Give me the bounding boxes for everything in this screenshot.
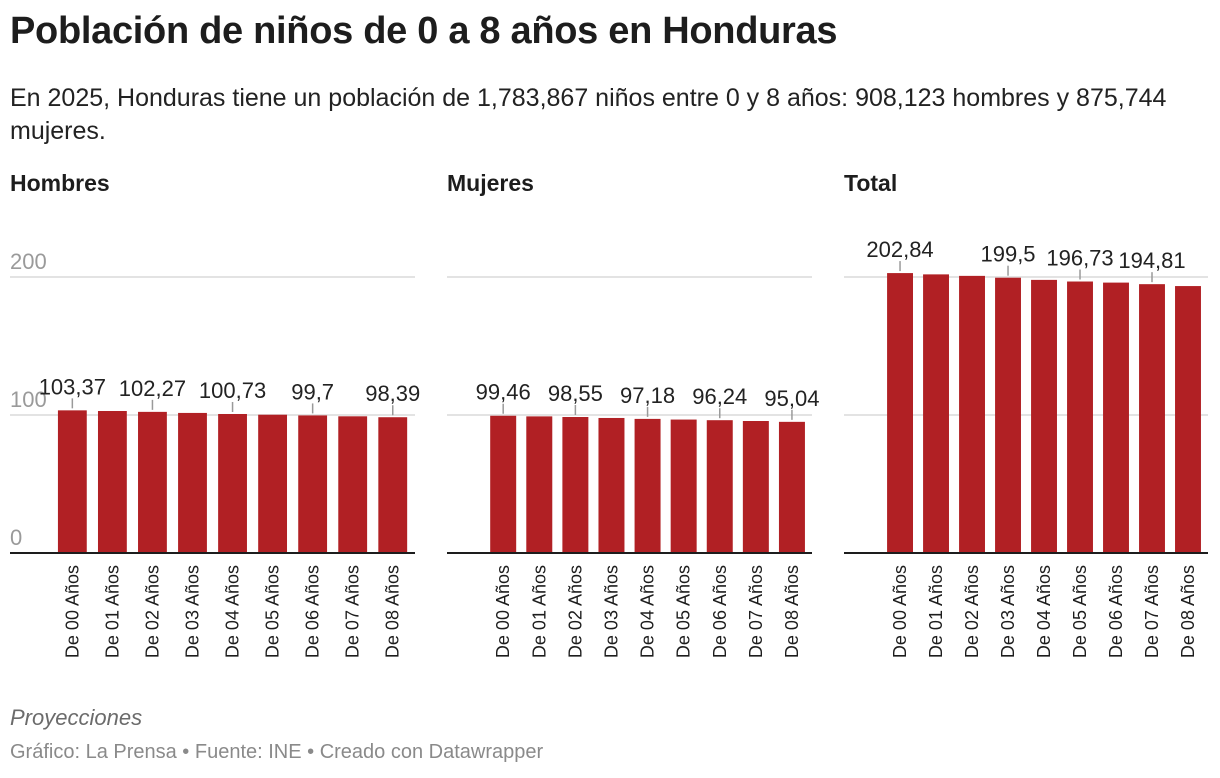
bar <box>887 273 913 553</box>
bar <box>742 421 769 553</box>
y-tick-label: 0 <box>10 525 22 550</box>
category-label: De 02 Años <box>565 565 585 658</box>
category-label: De 03 Años <box>601 565 621 658</box>
bar <box>490 415 517 553</box>
bar <box>338 416 368 553</box>
category-label: De 03 Años <box>182 565 202 658</box>
category-label: De 08 Años <box>1178 565 1198 658</box>
bar <box>258 414 288 553</box>
bar <box>778 421 805 553</box>
bar <box>959 275 985 553</box>
category-label: De 05 Años <box>263 565 283 658</box>
bar <box>706 420 733 553</box>
category-label: De 00 Años <box>62 565 82 658</box>
category-label: De 08 Años <box>782 565 802 658</box>
bar <box>178 412 207 553</box>
category-label: De 04 Años <box>223 565 243 658</box>
data-label: 100,73 <box>199 378 266 403</box>
category-label: De 03 Años <box>998 565 1018 658</box>
category-label: De 02 Años <box>142 565 162 658</box>
data-label: 97,18 <box>620 383 675 408</box>
panel-title: Hombres <box>10 170 110 196</box>
chart-title: Población de niños de 0 a 8 años en Hond… <box>10 10 838 52</box>
data-label: 196,73 <box>1046 246 1113 271</box>
panel-title: Mujeres <box>447 170 534 196</box>
data-label: 202,84 <box>866 237 933 262</box>
data-label: 98,39 <box>365 381 420 406</box>
bar <box>97 410 127 553</box>
category-label: De 07 Años <box>746 565 766 658</box>
data-label: 99,7 <box>291 379 334 404</box>
data-label: 199,5 <box>980 242 1035 267</box>
category-label: De 07 Años <box>1142 565 1162 658</box>
category-label: De 04 Años <box>1034 565 1054 658</box>
data-label: 98,55 <box>548 381 603 406</box>
bar <box>526 416 553 553</box>
bar <box>138 411 167 553</box>
bar <box>57 410 87 553</box>
bar <box>1031 279 1057 553</box>
bar <box>995 277 1021 553</box>
category-label: De 05 Años <box>674 565 694 658</box>
data-label: 95,04 <box>764 386 819 411</box>
y-tick-label: 100 <box>10 387 47 412</box>
category-label: De 01 Años <box>926 565 946 658</box>
panel-title: Total <box>844 170 897 196</box>
bar <box>378 417 408 553</box>
category-label: De 00 Años <box>493 565 513 658</box>
data-label: 96,24 <box>692 384 747 409</box>
category-label: De 06 Años <box>1106 565 1126 658</box>
category-label: De 04 Años <box>638 565 658 658</box>
bar <box>634 418 661 553</box>
category-label: De 01 Años <box>102 565 122 658</box>
data-label: 102,27 <box>119 376 186 401</box>
category-label: De 06 Años <box>710 565 730 658</box>
chart-notes: Proyecciones <box>10 705 143 730</box>
category-label: De 02 Años <box>962 565 982 658</box>
bar <box>1139 284 1165 553</box>
data-label: 99,46 <box>476 380 531 405</box>
category-label: De 05 Años <box>1070 565 1090 658</box>
bar <box>1175 286 1201 553</box>
bar <box>1067 281 1093 553</box>
bar-charts-svg: Hombres 0 100 200 De 00 Años 103,37 De 01 Años… <box>10 170 1208 658</box>
bar <box>218 413 247 553</box>
category-label: De 00 Años <box>890 565 910 658</box>
category-label: De 08 Años <box>383 565 403 658</box>
bar <box>923 274 949 553</box>
data-label: 194,81 <box>1118 248 1185 273</box>
category-label: De 01 Años <box>529 565 549 658</box>
category-label: De 06 Años <box>303 565 323 658</box>
category-label: De 07 Años <box>343 565 363 658</box>
bar <box>298 415 328 553</box>
chart-subtitle: En 2025, Honduras tiene un población de … <box>10 84 1167 145</box>
bar <box>670 419 697 553</box>
bar <box>598 417 625 553</box>
bar <box>1103 282 1129 553</box>
y-tick-label: 200 <box>10 249 47 274</box>
bar <box>562 417 589 553</box>
small-multiples: Hombres 0 100 200 De 00 Años 103,37 De 01 Años… <box>0 160 1220 680</box>
chart-footer: Gráfico: La Prensa • Fuente: INE • Cread… <box>10 741 544 763</box>
data-label: 103,37 <box>39 374 106 399</box>
